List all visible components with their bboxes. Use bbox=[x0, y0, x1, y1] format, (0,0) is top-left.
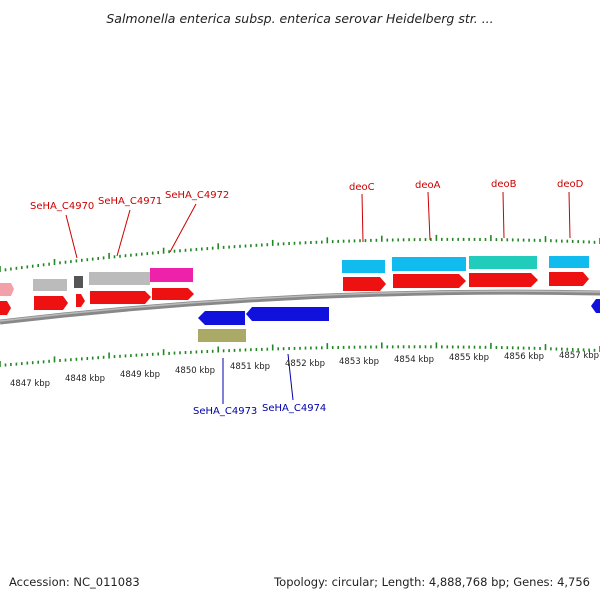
axis-label-4857: 4857 kbp bbox=[559, 351, 599, 361]
axis-label-4856: 4856 kbp bbox=[504, 352, 544, 362]
forward-gene-labels: SeHA_C4970 SeHA_C4971 SeHA_C4972 deoC de… bbox=[30, 179, 584, 212]
feature-cog-grey-2[interactable] bbox=[33, 279, 67, 291]
gene-arrow-SeHA_C4973[interactable] bbox=[198, 311, 245, 325]
feature-cog-olive[interactable] bbox=[198, 329, 246, 342]
axis-label-4848: 4848 kbp bbox=[65, 374, 105, 384]
gene-arrow-deoA[interactable] bbox=[393, 274, 466, 288]
axis-label-4851: 4851 kbp bbox=[230, 362, 270, 372]
label-SeHA_C4972[interactable]: SeHA_C4972 bbox=[165, 190, 229, 201]
reverse-gene-labels: SeHA_C4973 SeHA_C4974 bbox=[193, 403, 326, 417]
gene-arrow-deoB[interactable] bbox=[469, 273, 538, 287]
feature-cog-magenta[interactable] bbox=[150, 268, 193, 282]
label-SeHA_C4970[interactable]: SeHA_C4970 bbox=[30, 201, 94, 212]
gene-arrow-reverse-edge[interactable] bbox=[591, 299, 600, 313]
feature-cog-teal-deoB[interactable] bbox=[469, 256, 537, 269]
label-SeHA_C4971[interactable]: SeHA_C4971 bbox=[98, 196, 162, 207]
label-deoB[interactable]: deoB bbox=[491, 179, 517, 190]
axis-label-4853: 4853 kbp bbox=[339, 357, 379, 367]
leader-deoA bbox=[427, 191, 431, 241]
feature-cog-grey-3[interactable] bbox=[89, 272, 150, 285]
accession-text: Accession: NC_011083 bbox=[9, 575, 140, 589]
leader-deoD bbox=[568, 191, 571, 239]
feature-cog-grey-1[interactable] bbox=[0, 283, 14, 296]
label-leader-lines bbox=[65, 191, 571, 404]
map-title: Salmonella enterica subsp. enterica sero… bbox=[106, 11, 494, 26]
feature-cog-cyan-deoC[interactable] bbox=[342, 260, 385, 273]
leader-deoC bbox=[361, 193, 364, 243]
label-SeHA_C4973[interactable]: SeHA_C4973 bbox=[193, 406, 257, 417]
gene-arrow-deoD[interactable] bbox=[549, 272, 589, 286]
feature-cog-cyan-deoA[interactable] bbox=[392, 257, 466, 271]
reverse-strand-genes bbox=[198, 299, 600, 342]
feature-cog-cyan-deoD[interactable] bbox=[549, 256, 589, 268]
leader-SeHA_C4974 bbox=[287, 353, 294, 401]
gene-arrow-SeHA_C4971[interactable] bbox=[90, 291, 151, 304]
label-deoC[interactable]: deoC bbox=[349, 182, 375, 193]
axis-label-4852: 4852 kbp bbox=[285, 359, 325, 369]
axis-tick-labels: 4847 kbp 4848 kbp 4849 kbp 4850 kbp 4851… bbox=[10, 351, 599, 389]
leader-deoB bbox=[502, 191, 505, 239]
leader-SeHA_C4971 bbox=[116, 209, 131, 257]
genome-summary-text: Topology: circular; Length: 4,888,768 bp… bbox=[274, 575, 590, 589]
leader-SeHA_C4970 bbox=[65, 214, 78, 259]
gene-arrow-SeHA_C4972[interactable] bbox=[152, 288, 194, 300]
forward-strand-cog-features bbox=[0, 256, 589, 296]
gene-arrow-forward-1[interactable] bbox=[0, 301, 11, 315]
label-deoD[interactable]: deoD bbox=[557, 179, 584, 190]
axis-label-4855: 4855 kbp bbox=[449, 353, 489, 363]
axis-label-4847: 4847 kbp bbox=[10, 379, 50, 389]
label-deoA[interactable]: deoA bbox=[415, 180, 441, 191]
gene-arrow-deoC[interactable] bbox=[343, 277, 386, 291]
gene-arrow-forward-2[interactable] bbox=[34, 296, 68, 310]
forward-strand-genes bbox=[0, 272, 589, 315]
label-SeHA_C4974[interactable]: SeHA_C4974 bbox=[262, 403, 326, 414]
gene-arrow-SeHA_C4974[interactable] bbox=[246, 307, 329, 321]
leader-SeHA_C4972 bbox=[169, 203, 197, 253]
tick-layer bbox=[0, 234, 600, 367]
axis-label-4849: 4849 kbp bbox=[120, 370, 160, 380]
axis-label-4850: 4850 kbp bbox=[175, 366, 215, 376]
feature-cog-dark-grey[interactable] bbox=[74, 276, 83, 288]
genome-backbone-highlight bbox=[0, 290, 600, 322]
gene-arrow-forward-3[interactable] bbox=[76, 294, 85, 307]
genome-backbone bbox=[0, 289, 600, 325]
axis-label-4854: 4854 kbp bbox=[394, 355, 434, 365]
